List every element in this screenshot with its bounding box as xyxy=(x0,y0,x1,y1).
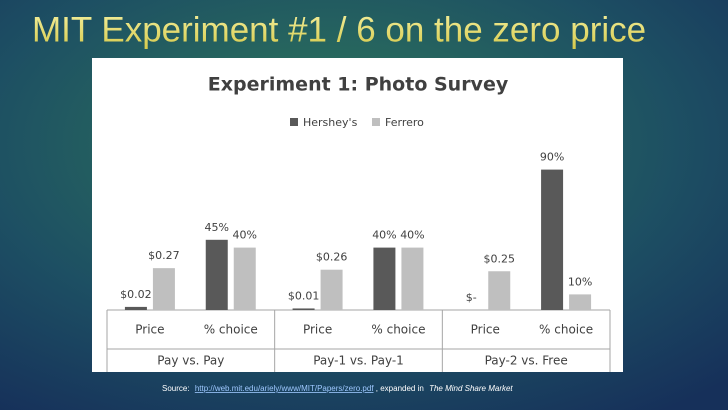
data-label: 40% xyxy=(400,229,424,242)
bar xyxy=(541,169,564,310)
x-tick-label: Price xyxy=(471,323,500,337)
data-label: $0.02 xyxy=(120,288,152,301)
bar xyxy=(233,247,256,310)
source-middle: , expanded in xyxy=(376,384,424,393)
bar xyxy=(124,306,147,310)
bar xyxy=(569,294,592,310)
chart-title: Experiment 1: Photo Survey xyxy=(208,74,509,96)
data-label: $0.01 xyxy=(288,289,320,302)
source-book: The Mind Share Market xyxy=(429,384,513,393)
data-label: $0.25 xyxy=(484,252,516,265)
x-tick-label: % choice xyxy=(371,323,425,337)
data-label: 45% xyxy=(205,221,229,234)
source-link[interactable]: http://web.mit.edu/ariely/www/MIT/Papers… xyxy=(195,384,375,393)
data-label: $0.26 xyxy=(316,251,348,264)
x-tick-label: Price xyxy=(135,323,164,337)
bar xyxy=(320,269,343,310)
data-label: 40% xyxy=(372,229,396,242)
x-tick-label: % choice xyxy=(204,323,258,337)
bar xyxy=(373,247,396,310)
group-label: Pay vs. Pay xyxy=(157,354,224,368)
source-note: Source: http://web.mit.edu/ariely/www/MI… xyxy=(162,384,513,393)
legend-swatch xyxy=(290,118,298,126)
legend-label: Hershey's xyxy=(303,116,358,129)
bar xyxy=(205,239,228,310)
source-prefix: Source: xyxy=(162,384,190,393)
data-label: $- xyxy=(466,291,477,304)
data-label: $0.27 xyxy=(148,249,180,262)
bar xyxy=(488,271,511,310)
x-tick-label: Price xyxy=(303,323,332,337)
group-label: Pay-1 vs. Pay-1 xyxy=(313,354,404,368)
bar xyxy=(152,268,175,310)
bar xyxy=(401,247,424,310)
legend-swatch xyxy=(372,118,380,126)
legend-label: Ferrero xyxy=(385,116,424,129)
bar xyxy=(292,308,315,310)
chart-area xyxy=(92,58,623,372)
chart: Experiment 1: Photo Survey Hershey's Ferr… xyxy=(92,58,623,372)
x-tick-label: % choice xyxy=(539,323,593,337)
data-label: 40% xyxy=(233,229,257,242)
group-label: Pay-2 vs. Free xyxy=(485,354,568,368)
data-label: 90% xyxy=(540,151,564,164)
data-label: 10% xyxy=(568,275,592,288)
slide-title: MIT Experiment #1 / 6 on the zero price xyxy=(32,10,646,49)
